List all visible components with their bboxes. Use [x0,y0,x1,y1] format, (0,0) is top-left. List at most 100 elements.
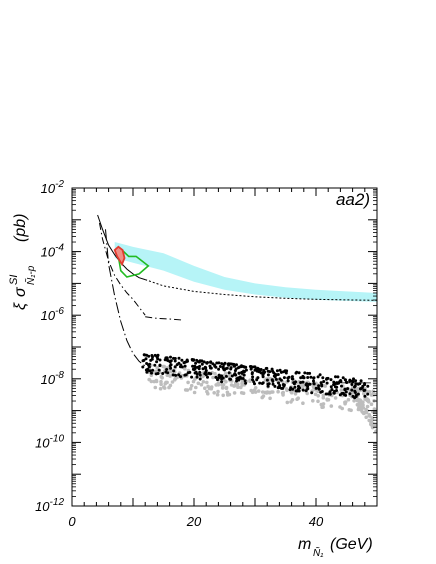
black-point [173,357,177,360]
grey-point [170,380,175,384]
black-point [235,379,239,383]
black-point [303,371,307,375]
green-region [116,248,150,278]
grey-point [155,366,159,370]
black-point [301,388,305,392]
grey-point [168,368,173,373]
black-point [306,376,310,379]
black-point [186,371,190,375]
grey-point [159,382,163,387]
x-axis-label-unit: (GeV) [330,536,373,553]
grey-point [167,385,171,390]
black-point [362,389,366,392]
black-point [272,374,276,378]
black-point [225,366,229,370]
black-point [173,365,177,369]
black-point [312,382,316,386]
black-point [282,376,286,380]
grey-point [371,393,376,397]
black-point [305,382,309,386]
black-point [279,370,283,374]
grey-point [260,390,265,394]
grey-point [149,379,154,384]
grey-point [256,389,261,393]
black-point [183,364,187,368]
cyan-band [114,242,377,302]
grey-point [188,387,193,391]
grey-point [192,390,197,395]
grey-point [241,391,246,396]
black-point [141,365,145,369]
black-point [198,377,202,381]
grey-point [232,391,237,395]
black-point [308,371,312,375]
black-point [266,384,270,388]
black-point [329,385,333,389]
grey-point [205,380,209,385]
grey-point [346,397,351,402]
black-point [294,389,298,393]
black-point [227,371,231,375]
black-point [321,376,325,380]
black-point [304,389,308,393]
black-point [353,391,357,394]
grey-point [367,413,372,418]
black-point [308,382,312,386]
y-axis-label-sigma: σ [12,286,29,297]
black-point [312,376,316,380]
black-point [325,377,329,380]
black-point [141,359,145,363]
grey-point [323,384,328,388]
black-point [348,379,352,383]
grey-point [160,376,164,380]
black-point [244,381,248,385]
black-point [251,378,254,382]
black-point [179,363,183,367]
black-point [201,367,205,371]
black-point [270,367,274,371]
black-point [161,372,165,375]
black-point [346,387,350,391]
black-point [301,374,305,378]
black-point [156,372,160,375]
grey-point [285,400,290,405]
y-tick-label: 10-10 [35,433,64,450]
black-point [158,358,162,362]
black-point [332,383,336,387]
black-point [198,364,202,368]
grey-point [196,381,201,386]
grey-point [227,392,232,397]
grey-point [311,399,315,403]
grey-point [224,380,228,384]
grey-point [252,388,257,392]
black-point [262,371,266,375]
x-tick-label: 20 [186,514,202,529]
black-point [146,369,149,373]
grey-point [276,389,280,394]
black-point [195,358,199,362]
y-tick-label: 10-8 [41,370,65,387]
black-point [290,377,294,381]
black-point [299,376,303,380]
grey-point [264,391,269,395]
black-point [229,362,233,366]
grey-point [374,429,377,433]
black-point [339,379,343,382]
grey-point [221,383,226,387]
black-point [259,371,263,375]
cyan-band-layer [114,242,377,302]
grey-point [229,383,234,387]
black-point [350,379,354,383]
black-point [266,373,270,377]
grey-point [186,380,190,385]
grey-point [333,396,338,400]
black-point [191,358,194,362]
black-point [207,371,211,375]
black-point [150,357,154,361]
black-point [359,379,363,383]
grey-point [261,394,266,398]
grey-point [362,391,366,396]
grey-point [316,394,321,398]
black-point [204,373,208,377]
black-point [217,367,221,371]
